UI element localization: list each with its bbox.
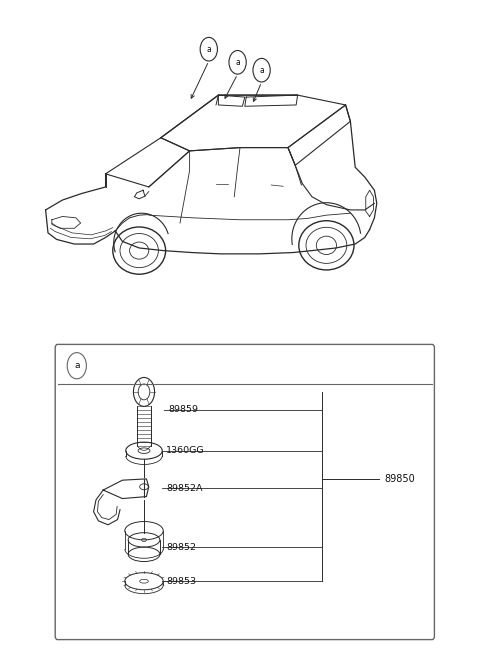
Text: a: a — [259, 66, 264, 75]
Text: 1360GG: 1360GG — [166, 446, 204, 455]
Circle shape — [253, 58, 270, 82]
Text: 89850: 89850 — [384, 474, 415, 484]
Text: 89859: 89859 — [168, 405, 198, 415]
Text: 89853: 89853 — [166, 577, 196, 586]
Text: 89852: 89852 — [166, 543, 196, 552]
Text: 89852A: 89852A — [166, 483, 203, 493]
Circle shape — [200, 37, 217, 61]
Text: a: a — [235, 58, 240, 67]
Text: a: a — [74, 361, 80, 370]
Text: a: a — [206, 45, 211, 54]
Circle shape — [229, 51, 246, 74]
